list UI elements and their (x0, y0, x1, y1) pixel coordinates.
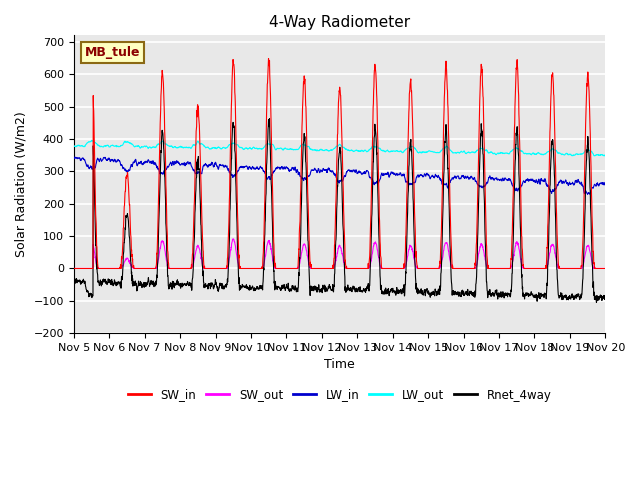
Text: MB_tule: MB_tule (84, 46, 140, 59)
LW_in (602, 181, 609, 187)
SW_in (570, 265, 577, 271)
LW_out (367, 146, 374, 152)
Y-axis label: Solar Radiation (W/m2): Solar Radiation (W/m2) (15, 111, 28, 257)
Rnet_4way (218, 281, 226, 287)
LW_out (494, 150, 502, 156)
Line: SW_out: SW_out (74, 239, 605, 268)
Line: Rnet_4way: Rnet_4way (74, 119, 605, 302)
Legend: SW_in, SW_out, LW_in, LW_out, Rnet_4way: SW_in, SW_out, LW_in, LW_out, Rnet_4way (123, 384, 556, 406)
X-axis label: Time: Time (324, 359, 355, 372)
LW_in (218, 163, 226, 168)
SW_out (229, 236, 237, 241)
SW_out (218, 265, 226, 271)
SW_out (494, 265, 502, 271)
SW_out (70, 265, 77, 271)
SW_in (355, 265, 363, 271)
Line: LW_out: LW_out (74, 140, 605, 156)
SW_out (367, 261, 374, 267)
SW_in (555, 263, 563, 268)
SW_in (494, 265, 502, 271)
Rnet_4way (602, 293, 609, 299)
Rnet_4way (367, 259, 374, 264)
LW_in (355, 168, 363, 174)
LW_in (70, 154, 78, 160)
LW_in (70, 155, 77, 161)
LW_out (218, 145, 226, 151)
LW_in (570, 181, 577, 187)
Rnet_4way (70, 278, 77, 284)
SW_in (265, 56, 273, 61)
SW_in (602, 265, 609, 271)
Rnet_4way (555, 293, 563, 299)
Rnet_4way (494, 291, 502, 297)
Rnet_4way (570, 293, 577, 299)
Line: LW_in: LW_in (74, 157, 605, 194)
Line: SW_in: SW_in (74, 59, 605, 268)
LW_out (602, 152, 609, 158)
LW_out (570, 152, 577, 158)
SW_in (70, 265, 77, 271)
LW_out (555, 150, 563, 156)
LW_in (555, 180, 563, 186)
SW_out (555, 265, 563, 271)
Rnet_4way (593, 300, 600, 305)
Title: 4-Way Radiometer: 4-Way Radiometer (269, 15, 410, 30)
Rnet_4way (355, 286, 363, 292)
LW_out (70, 143, 77, 149)
SW_in (367, 225, 374, 231)
Rnet_4way (266, 116, 273, 121)
LW_out (600, 153, 608, 159)
LW_in (494, 177, 502, 183)
SW_in (218, 265, 226, 271)
SW_out (355, 265, 363, 271)
LW_out (355, 148, 363, 154)
SW_out (570, 265, 577, 271)
LW_in (584, 192, 591, 197)
SW_out (602, 265, 609, 271)
LW_out (88, 137, 95, 143)
LW_in (367, 174, 374, 180)
